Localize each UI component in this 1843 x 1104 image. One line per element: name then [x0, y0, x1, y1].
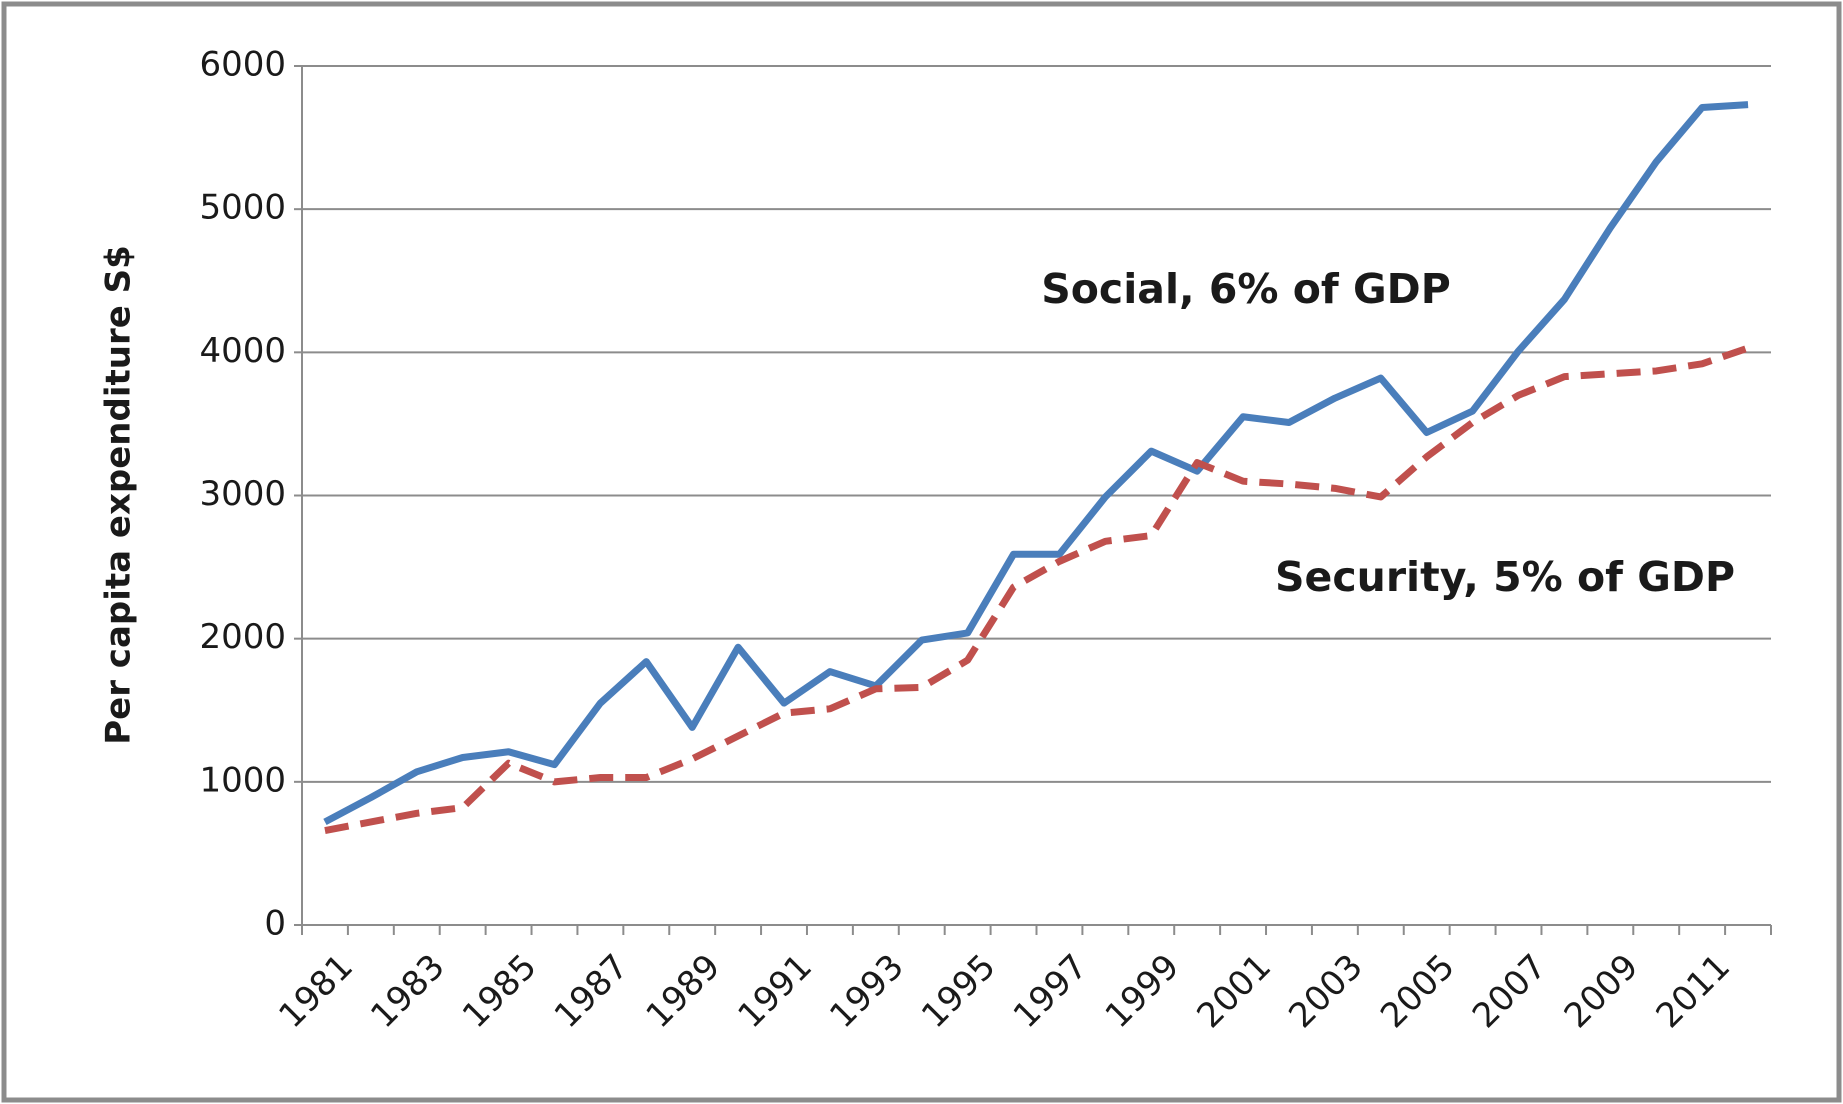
series-line [324, 344, 1750, 834]
y-tick-label: 0 [264, 904, 286, 944]
y-tick-label: 1000 [199, 760, 286, 800]
annotation: Security, 5% of GDP [1275, 553, 1735, 601]
y-axis-label: Per capita expenditure S$ [99, 245, 139, 745]
annotation: Social, 6% of GDP [1041, 265, 1451, 313]
y-tick-label: 5000 [199, 188, 286, 228]
y-tick-label: 3000 [199, 474, 286, 514]
series-line [323, 101, 1749, 826]
y-tick-label: 6000 [199, 45, 286, 85]
y-tick-label: 4000 [199, 331, 286, 371]
y-tick-label: 2000 [199, 617, 286, 657]
